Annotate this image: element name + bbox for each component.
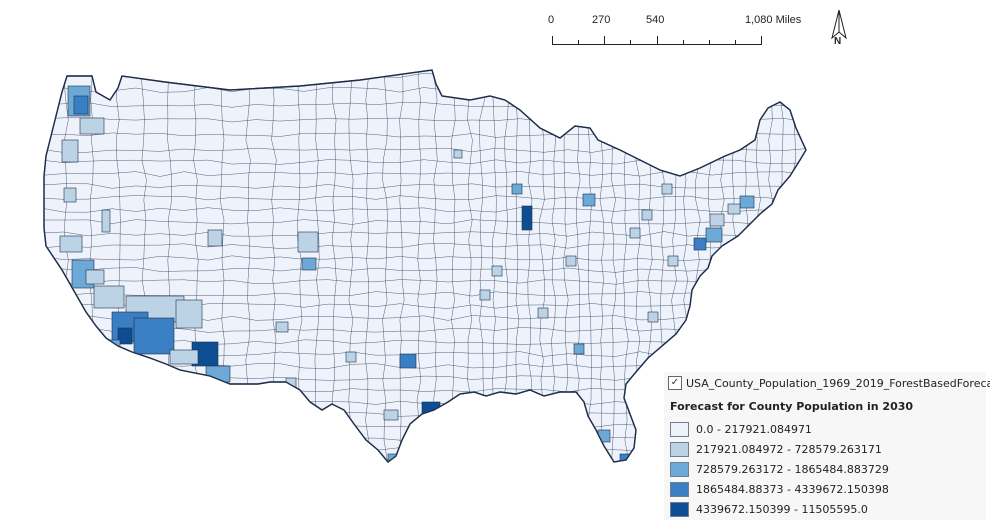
scale-tick [735,40,736,45]
usa-border [43,69,807,463]
county-polygon[interactable] [133,317,175,355]
legend-label: 728579.263172 - 1865484.883729 [696,463,889,476]
legend-label: 217921.084972 - 728579.263171 [696,443,882,456]
scale-tick [709,40,710,45]
county-polygon[interactable] [565,255,577,267]
legend-item: 1865484.88373 - 4339672.150398 [670,482,889,497]
county-polygon[interactable] [582,193,596,207]
scale-tick [630,40,631,45]
layer-checkbox[interactable]: ✓ [668,376,682,390]
scale-label-1080: 1,080 Miles [745,14,802,26]
legend-title: Forecast for County Population in 2030 [670,400,914,413]
county-polygon[interactable] [301,257,317,271]
county-polygon[interactable] [63,187,77,203]
legend-label: 1865484.88373 - 4339672.150398 [696,483,889,496]
scale-tick [657,36,658,45]
scale-tick [683,40,684,45]
county-polygon[interactable] [599,459,613,470]
legend-swatch [670,422,689,437]
scale-tick [604,36,605,45]
legend-item: 217921.084972 - 728579.263171 [670,442,882,457]
county-polygon[interactable] [573,343,585,355]
legend-item: 728579.263172 - 1865484.883729 [670,462,889,477]
legend-item: 4339672.150399 - 11505595.0 [670,502,868,517]
high-population-counties [59,85,755,474]
scale-label-0: 0 [548,14,555,26]
county-polygon[interactable] [647,311,659,323]
county-polygon[interactable] [705,227,723,243]
county-polygon[interactable] [387,453,401,464]
legend-swatch [670,502,689,517]
county-polygon[interactable] [479,289,491,301]
scale-tick [552,36,553,45]
county-polygon[interactable] [421,401,441,417]
county-polygon[interactable] [521,205,533,231]
scale-label-540: 540 [646,14,665,26]
north-label: N [834,36,842,47]
county-polygon[interactable] [629,227,641,239]
county-polygon[interactable] [693,237,707,251]
county-polygon[interactable] [383,409,399,421]
county-polygon[interactable] [597,429,611,443]
county-polygon[interactable] [661,183,673,195]
county-polygon[interactable] [207,229,223,247]
north-arrow-icon [831,9,847,40]
county-polygon[interactable] [727,203,741,215]
county-polygon[interactable] [275,321,289,333]
layer-toggle[interactable]: ✓ USA_County_Population_1969_2019_Forest… [668,376,990,390]
county-polygon[interactable] [101,209,111,233]
county-polygon[interactable] [79,117,105,135]
county-polygon[interactable] [85,269,105,285]
scale-tick [578,40,579,45]
map-legend: ✓ USA_County_Population_1969_2019_Forest… [664,372,990,520]
county-polygon[interactable] [117,327,133,345]
legend-swatch [670,442,689,457]
legend-label: 0.0 - 217921.084971 [696,423,812,436]
county-polygon[interactable] [73,95,89,115]
county-polygon[interactable] [537,307,549,319]
county-polygon[interactable] [93,285,125,309]
legend-item: 0.0 - 217921.084971 [670,422,812,437]
county-polygon[interactable] [709,213,725,227]
county-polygon[interactable] [169,349,199,365]
scale-tick [761,36,762,45]
legend-swatch [670,482,689,497]
legend-swatch [670,462,689,477]
county-polygon[interactable] [491,265,503,277]
county-polygon[interactable] [641,209,653,221]
county-polygon[interactable] [619,453,635,474]
county-polygon[interactable] [345,351,357,363]
layer-name: USA_County_Population_1969_2019_ForestBa… [686,376,990,390]
county-polygon[interactable] [739,195,755,209]
county-polygon[interactable] [667,255,679,267]
county-polygon[interactable] [399,353,417,369]
county-polygon[interactable] [297,231,319,253]
county-polygon[interactable] [59,235,83,253]
legend-label: 4339672.150399 - 11505595.0 [696,503,868,516]
county-polygon[interactable] [61,139,79,163]
scale-label-270: 270 [592,14,611,26]
county-polygon[interactable] [175,299,203,329]
scale-bar: 0 270 540 1,080 Miles [540,14,801,50]
county-polygon[interactable] [511,183,523,195]
county-polygon[interactable] [453,149,463,159]
